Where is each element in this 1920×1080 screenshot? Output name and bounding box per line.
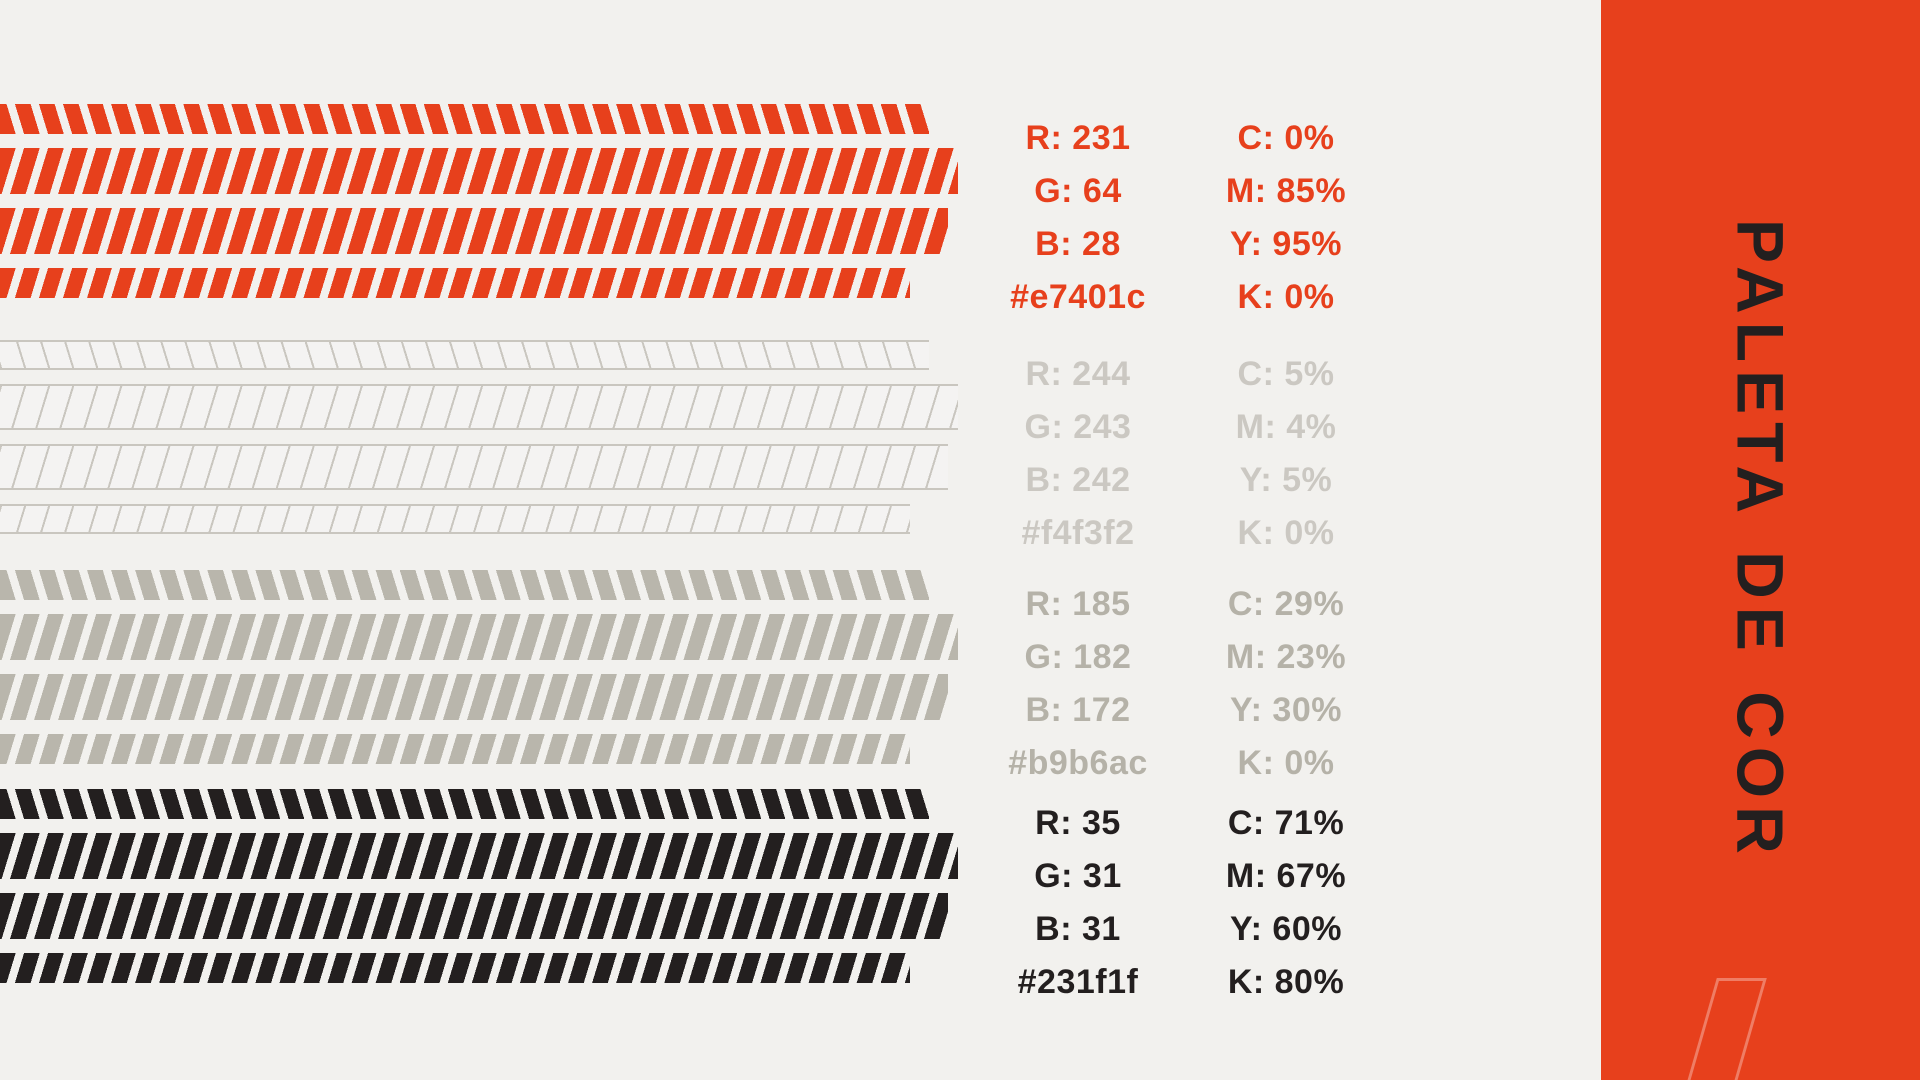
rgb-r: R: 231	[1025, 119, 1131, 157]
tire-track-row	[0, 789, 930, 819]
hex-value: #231f1f	[1017, 963, 1139, 1001]
cmyk-c: C: 71%	[1227, 804, 1345, 842]
color-palette-sidebar: PALETA DE COR	[1601, 0, 1920, 1080]
rgb-r: R: 35	[1035, 804, 1121, 842]
cmyk-k: K: 0%	[1237, 278, 1335, 316]
tire-track-black	[0, 789, 958, 983]
tire-track-row	[0, 734, 911, 764]
rgb-r: R: 185	[1025, 585, 1131, 623]
tire-track-row	[0, 893, 949, 939]
hex-value: #f4f3f2	[1021, 514, 1135, 552]
tire-track-row	[0, 268, 911, 298]
rgb-values: R: 244 G: 243 B: 242 #f4f3f2	[978, 348, 1178, 560]
tire-track-row	[0, 208, 949, 254]
cmyk-y: Y: 30%	[1230, 691, 1342, 729]
swatch-black: R: 35 G: 31 B: 31 #231f1f C: 71% M: 67% …	[0, 789, 1440, 1001]
cmyk-m: M: 67%	[1225, 857, 1347, 895]
tire-track-row	[0, 953, 911, 983]
tire-track-row	[0, 384, 958, 430]
cmyk-y: Y: 60%	[1230, 910, 1342, 948]
cmyk-m: M: 85%	[1225, 172, 1347, 210]
swatch-gray: R: 185 G: 182 B: 172 #b9b6ac C: 29% M: 2…	[0, 570, 1440, 782]
tire-track-row	[0, 148, 958, 194]
tire-track-row	[0, 444, 949, 490]
rgb-values: R: 35 G: 31 B: 31 #231f1f	[978, 797, 1178, 1009]
cmyk-k: K: 0%	[1237, 514, 1335, 552]
rgb-r: R: 244	[1025, 355, 1131, 393]
rgb-g: G: 31	[1034, 857, 1122, 895]
rgb-g: G: 243	[1024, 408, 1132, 446]
rgb-b: B: 172	[1025, 691, 1131, 729]
tire-track-row	[0, 570, 930, 600]
cmyk-c: C: 0%	[1237, 119, 1335, 157]
swatch-orange: R: 231 G: 64 B: 28 #e7401c C: 0% M: 85% …	[0, 104, 1440, 316]
cmyk-c: C: 5%	[1237, 355, 1335, 393]
hex-value: #e7401c	[1010, 278, 1146, 316]
cmyk-c: C: 29%	[1227, 585, 1345, 623]
rgb-values: R: 185 G: 182 B: 172 #b9b6ac	[978, 578, 1178, 790]
tire-track-row	[0, 104, 930, 134]
hex-value: #b9b6ac	[1008, 744, 1148, 782]
rgb-b: B: 28	[1035, 225, 1121, 263]
cmyk-k: K: 0%	[1237, 744, 1335, 782]
cmyk-m: M: 4%	[1235, 408, 1337, 446]
rgb-b: B: 31	[1035, 910, 1121, 948]
cmyk-k: K: 80%	[1227, 963, 1345, 1001]
cmyk-y: Y: 95%	[1230, 225, 1342, 263]
page-title: PALETA DE COR	[1723, 218, 1798, 862]
rgb-g: G: 64	[1034, 172, 1122, 210]
cmyk-values: C: 0% M: 85% Y: 95% K: 0%	[1186, 112, 1386, 324]
tire-track-row	[0, 504, 911, 534]
rgb-b: B: 242	[1025, 461, 1131, 499]
cmyk-m: M: 23%	[1225, 638, 1347, 676]
cmyk-values: C: 29% M: 23% Y: 30% K: 0%	[1186, 578, 1386, 790]
slash-decoration-icon	[1669, 978, 1767, 1080]
tire-track-offwhite	[0, 340, 958, 534]
tire-track-orange	[0, 104, 958, 298]
cmyk-values: C: 71% M: 67% Y: 60% K: 80%	[1186, 797, 1386, 1009]
tire-track-row	[0, 674, 949, 720]
cmyk-values: C: 5% M: 4% Y: 5% K: 0%	[1186, 348, 1386, 560]
tire-track-row	[0, 833, 958, 879]
rgb-values: R: 231 G: 64 B: 28 #e7401c	[978, 112, 1178, 324]
tire-track-row	[0, 340, 930, 370]
swatch-offwhite: R: 244 G: 243 B: 242 #f4f3f2 C: 5% M: 4%…	[0, 340, 1440, 552]
cmyk-y: Y: 5%	[1239, 461, 1333, 499]
tire-track-row	[0, 614, 958, 660]
tire-track-gray	[0, 570, 958, 764]
rgb-g: G: 182	[1024, 638, 1132, 676]
